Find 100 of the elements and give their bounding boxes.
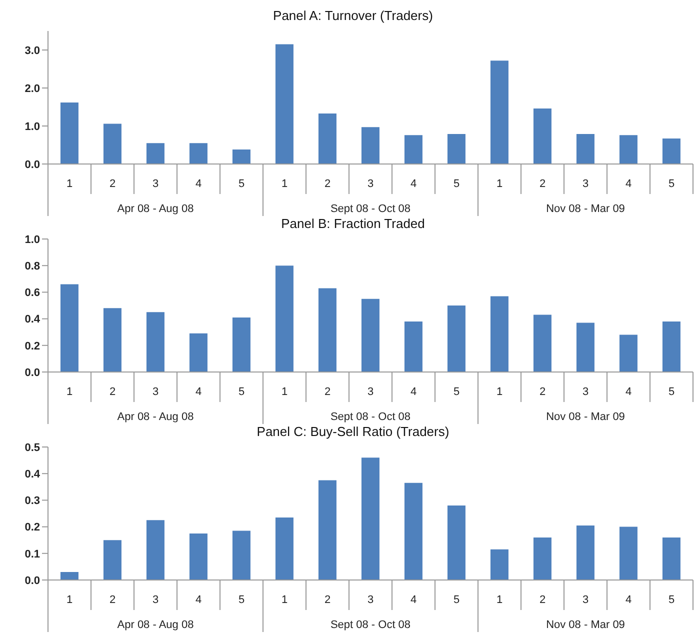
x-tick-label: 4 [410,386,417,398]
bar [404,482,422,580]
bar [447,506,466,580]
bar [619,334,638,372]
x-tick-label: 5 [238,386,245,398]
chart-title: Panel B: Fraction Traded [280,216,426,233]
bar [232,150,250,164]
chart-title: Panel A: Turnover (Traders) [272,8,434,25]
x-tick-label: 4 [625,594,632,606]
bar [533,108,552,164]
bar [619,526,638,580]
x-tick-label: 1 [66,594,73,606]
text: Sept 08 - Oct 08 [330,411,411,423]
x-tick-label: 3 [582,178,589,190]
x-tick-label: 2 [109,386,116,398]
x-tick-label: 3 [152,386,159,398]
bar [533,314,552,372]
bar [318,113,336,164]
x-tick-label: 3 [367,594,374,606]
bar [60,102,78,164]
x-tick-label: 5 [668,178,675,190]
bar [662,537,680,580]
bar [490,60,508,164]
x-tick-label: 1 [496,594,503,606]
x-tick-label: 4 [410,178,417,190]
text: Apr 08 - Aug 08 [117,203,194,215]
x-tick-label: 2 [539,594,546,606]
text: Apr 08 - Aug 08 [117,619,194,631]
x-tick-label: 4 [625,178,632,190]
y-tick-label: 3.0 [24,44,40,57]
text: Nov 08 - Mar 09 [546,203,625,215]
x-tick-label: 1 [66,178,73,190]
bar [189,143,208,164]
y-tick-label: 1.0 [24,120,40,133]
x-tick-label: 4 [195,386,202,398]
bar [447,134,466,164]
text: Sept 08 - Oct 08 [330,619,411,631]
y-tick-label: 0.3 [24,495,40,508]
bar [146,143,164,164]
x-tick-label: 3 [367,386,374,398]
y-tick-label: 0.0 [24,366,40,379]
x-tick-label: 1 [281,386,288,398]
x-tick-label: 5 [238,594,245,606]
bar [576,322,594,372]
bar [103,540,122,580]
bar [361,298,380,372]
bar [103,124,122,164]
bar [619,135,638,164]
bar [490,549,508,580]
x-tick-label: 2 [539,386,546,398]
bar [447,306,466,372]
bar [232,317,250,372]
bar [662,138,680,164]
bar [361,458,380,580]
bar [146,520,164,580]
bar [275,44,294,164]
x-tick-label: 3 [152,178,159,190]
text: Sept 08 - Oct 08 [330,203,411,215]
y-tick-label: 0.4 [24,314,41,326]
text: Nov 08 - Mar 09 [546,411,625,423]
bar [318,480,336,580]
text: Apr 08 - Aug 08 [117,411,194,423]
x-tick-label: 1 [281,594,288,606]
bar [662,321,680,372]
x-tick-label: 5 [453,386,460,398]
bar [275,517,294,580]
x-tick-label: 5 [668,386,675,398]
x-tick-label: 3 [367,178,374,190]
x-tick-label: 4 [195,594,202,606]
y-tick-label: 0.6 [24,287,40,300]
bar [60,284,78,372]
x-tick-label: 4 [195,178,202,190]
x-tick-label: 2 [324,594,331,606]
x-tick-label: 3 [582,594,589,606]
y-tick-label: 0.4 [24,468,41,481]
x-tick-label: 2 [539,178,546,190]
bar [189,533,208,580]
x-tick-label: 5 [453,178,460,190]
x-tick-label: 2 [324,386,331,398]
x-tick-label: 3 [152,594,159,606]
bar [146,312,164,372]
bar [404,135,422,164]
x-tick-label: 2 [109,594,116,606]
bar [404,321,422,372]
y-tick-label: 0.2 [24,340,40,352]
x-tick-label: 4 [410,594,417,606]
bar [189,333,208,372]
bar [576,134,594,164]
x-tick-label: 1 [66,386,73,398]
bar [576,525,594,580]
chart-title: Panel C: Buy-Sell Ratio (Traders) [256,424,450,441]
bar [533,537,552,580]
bar [103,308,122,372]
x-tick-label: 1 [496,178,503,190]
bar [232,530,250,580]
y-tick-label: 0.8 [24,260,40,273]
bar [60,572,78,580]
text: Nov 08 - Mar 09 [546,619,625,631]
x-tick-label: 3 [582,386,589,398]
bar [275,266,294,372]
